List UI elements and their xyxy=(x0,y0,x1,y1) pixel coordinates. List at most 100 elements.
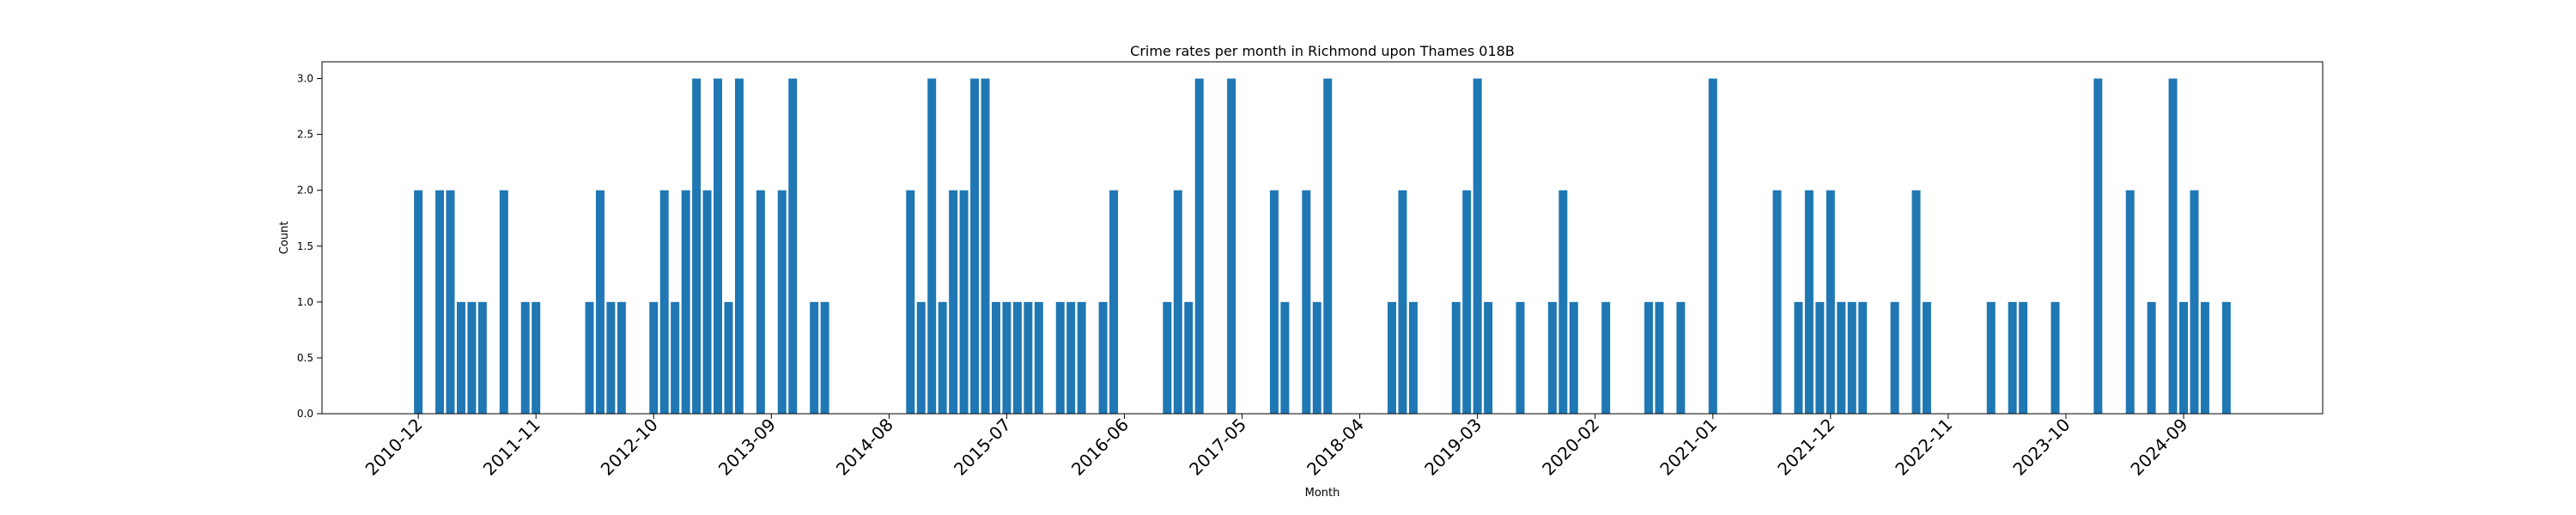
chart-title: Crime rates per month in Richmond upon T… xyxy=(1130,43,1515,59)
bar-2017-11 xyxy=(1302,190,1311,414)
bar-2020-07 xyxy=(1644,301,1654,414)
bar-2024-10 xyxy=(2190,190,2199,414)
bars-group xyxy=(414,78,2231,415)
bar-2021-11 xyxy=(1815,301,1825,414)
y-axis-label: Count xyxy=(278,221,291,255)
bar-2019-01 xyxy=(1451,301,1461,414)
bar-2011-10 xyxy=(520,301,530,414)
bar-2015-02 xyxy=(949,190,958,414)
bar-2010-12 xyxy=(414,190,423,414)
bar-2016-02 xyxy=(1077,301,1086,414)
bar-2015-12 xyxy=(1055,301,1065,414)
bar-2014-12 xyxy=(927,78,937,415)
bar-2012-05 xyxy=(595,190,605,414)
bar-2022-06 xyxy=(1890,301,1899,414)
bar-2014-01 xyxy=(810,301,819,414)
bar-2011-06 xyxy=(477,301,487,414)
bar-2015-01 xyxy=(938,301,947,414)
bar-2020-08 xyxy=(1655,301,1664,414)
y-tick-label: 1.0 xyxy=(297,296,313,308)
bar-2017-09 xyxy=(1280,301,1290,414)
bar-2015-08 xyxy=(1012,301,1022,414)
bar-2012-07 xyxy=(617,301,626,414)
bar-2019-12 xyxy=(1569,301,1578,414)
bar-2015-10 xyxy=(1034,301,1043,414)
bar-2024-11 xyxy=(2200,301,2209,414)
bar-2013-06 xyxy=(734,78,744,415)
bar-2023-03 xyxy=(1986,301,1996,414)
bar-2025-01 xyxy=(2221,301,2231,414)
bar-2011-08 xyxy=(499,190,508,414)
bar-2020-10 xyxy=(1676,301,1686,414)
bar-2022-09 xyxy=(1923,301,1931,414)
bar-2018-01 xyxy=(1323,78,1333,415)
bar-2013-11 xyxy=(788,78,798,415)
bar-2016-05 xyxy=(1109,190,1119,414)
bar-2023-09 xyxy=(2050,301,2060,414)
x-axis-label: Month xyxy=(1305,487,1340,500)
bar-2013-05 xyxy=(724,301,733,414)
bar-2024-04 xyxy=(2125,190,2135,414)
bar-2021-12 xyxy=(1826,190,1835,414)
bar-2015-07 xyxy=(1002,301,1012,414)
bar-2013-10 xyxy=(777,190,787,414)
bar-2012-06 xyxy=(606,301,616,414)
bar-2016-04 xyxy=(1098,301,1108,414)
y-tick-label: 3.0 xyxy=(297,73,313,85)
bar-2019-03 xyxy=(1473,78,1482,415)
bar-2024-09 xyxy=(2179,301,2189,414)
bar-2015-03 xyxy=(959,190,969,414)
bar-2022-01 xyxy=(1837,301,1846,414)
bar-2023-05 xyxy=(2008,301,2017,414)
bar-2019-11 xyxy=(1558,190,1568,414)
bar-2019-04 xyxy=(1484,301,1493,414)
bar-2024-08 xyxy=(2168,78,2178,415)
bar-2017-12 xyxy=(1312,301,1321,414)
bar-2024-06 xyxy=(2147,301,2156,414)
bar-2016-10 xyxy=(1163,301,1172,414)
bar-2021-01 xyxy=(1708,78,1717,415)
bar-2021-07 xyxy=(1772,190,1782,414)
bar-2011-03 xyxy=(446,190,455,414)
bar-2020-03 xyxy=(1601,301,1611,414)
bar-2011-02 xyxy=(435,190,445,414)
bar-2022-03 xyxy=(1858,301,1868,414)
y-tick-label: 1.5 xyxy=(297,240,313,252)
bar-2013-02 xyxy=(692,78,702,415)
bar-2014-11 xyxy=(916,301,926,414)
bar-2012-04 xyxy=(585,301,594,414)
bar-2021-10 xyxy=(1804,190,1814,414)
bar-2018-07 xyxy=(1388,301,1396,414)
plot-frame xyxy=(321,61,2324,415)
bar-2015-06 xyxy=(991,301,1000,414)
bar-2024-01 xyxy=(2093,78,2103,415)
bar-2016-01 xyxy=(1066,301,1076,414)
bar-2019-10 xyxy=(1547,301,1557,414)
bar-2012-11 xyxy=(659,190,669,414)
bar-2013-03 xyxy=(702,190,712,414)
y-tick-label: 2.0 xyxy=(297,185,313,197)
bar-2019-02 xyxy=(1462,190,1472,414)
bar-2011-04 xyxy=(456,301,465,414)
bar-2019-07 xyxy=(1516,301,1525,414)
bar-2021-09 xyxy=(1794,301,1803,414)
y-axis-ticks: 0.0 0.5 1.0 1.5 2.0 2.5 3.0 xyxy=(297,73,322,420)
bar-2023-06 xyxy=(2019,301,2028,414)
bar-2012-10 xyxy=(649,301,659,414)
bar-2013-04 xyxy=(714,78,722,415)
bar-2017-08 xyxy=(1269,190,1279,414)
bar-2022-02 xyxy=(1847,301,1856,414)
bar-2013-08 xyxy=(756,190,765,414)
bar-2014-10 xyxy=(906,190,915,414)
bar-2015-05 xyxy=(981,78,990,415)
bar-2016-11 xyxy=(1173,190,1182,414)
bar-2017-01 xyxy=(1194,78,1204,415)
bar-2018-08 xyxy=(1398,190,1407,414)
bar-2016-12 xyxy=(1184,301,1194,414)
bar-2015-04 xyxy=(970,78,980,415)
y-tick-label: 0.0 xyxy=(297,408,313,420)
y-tick-label: 0.5 xyxy=(297,352,313,364)
bar-2022-08 xyxy=(1911,190,1921,414)
bar-2014-02 xyxy=(820,301,829,414)
